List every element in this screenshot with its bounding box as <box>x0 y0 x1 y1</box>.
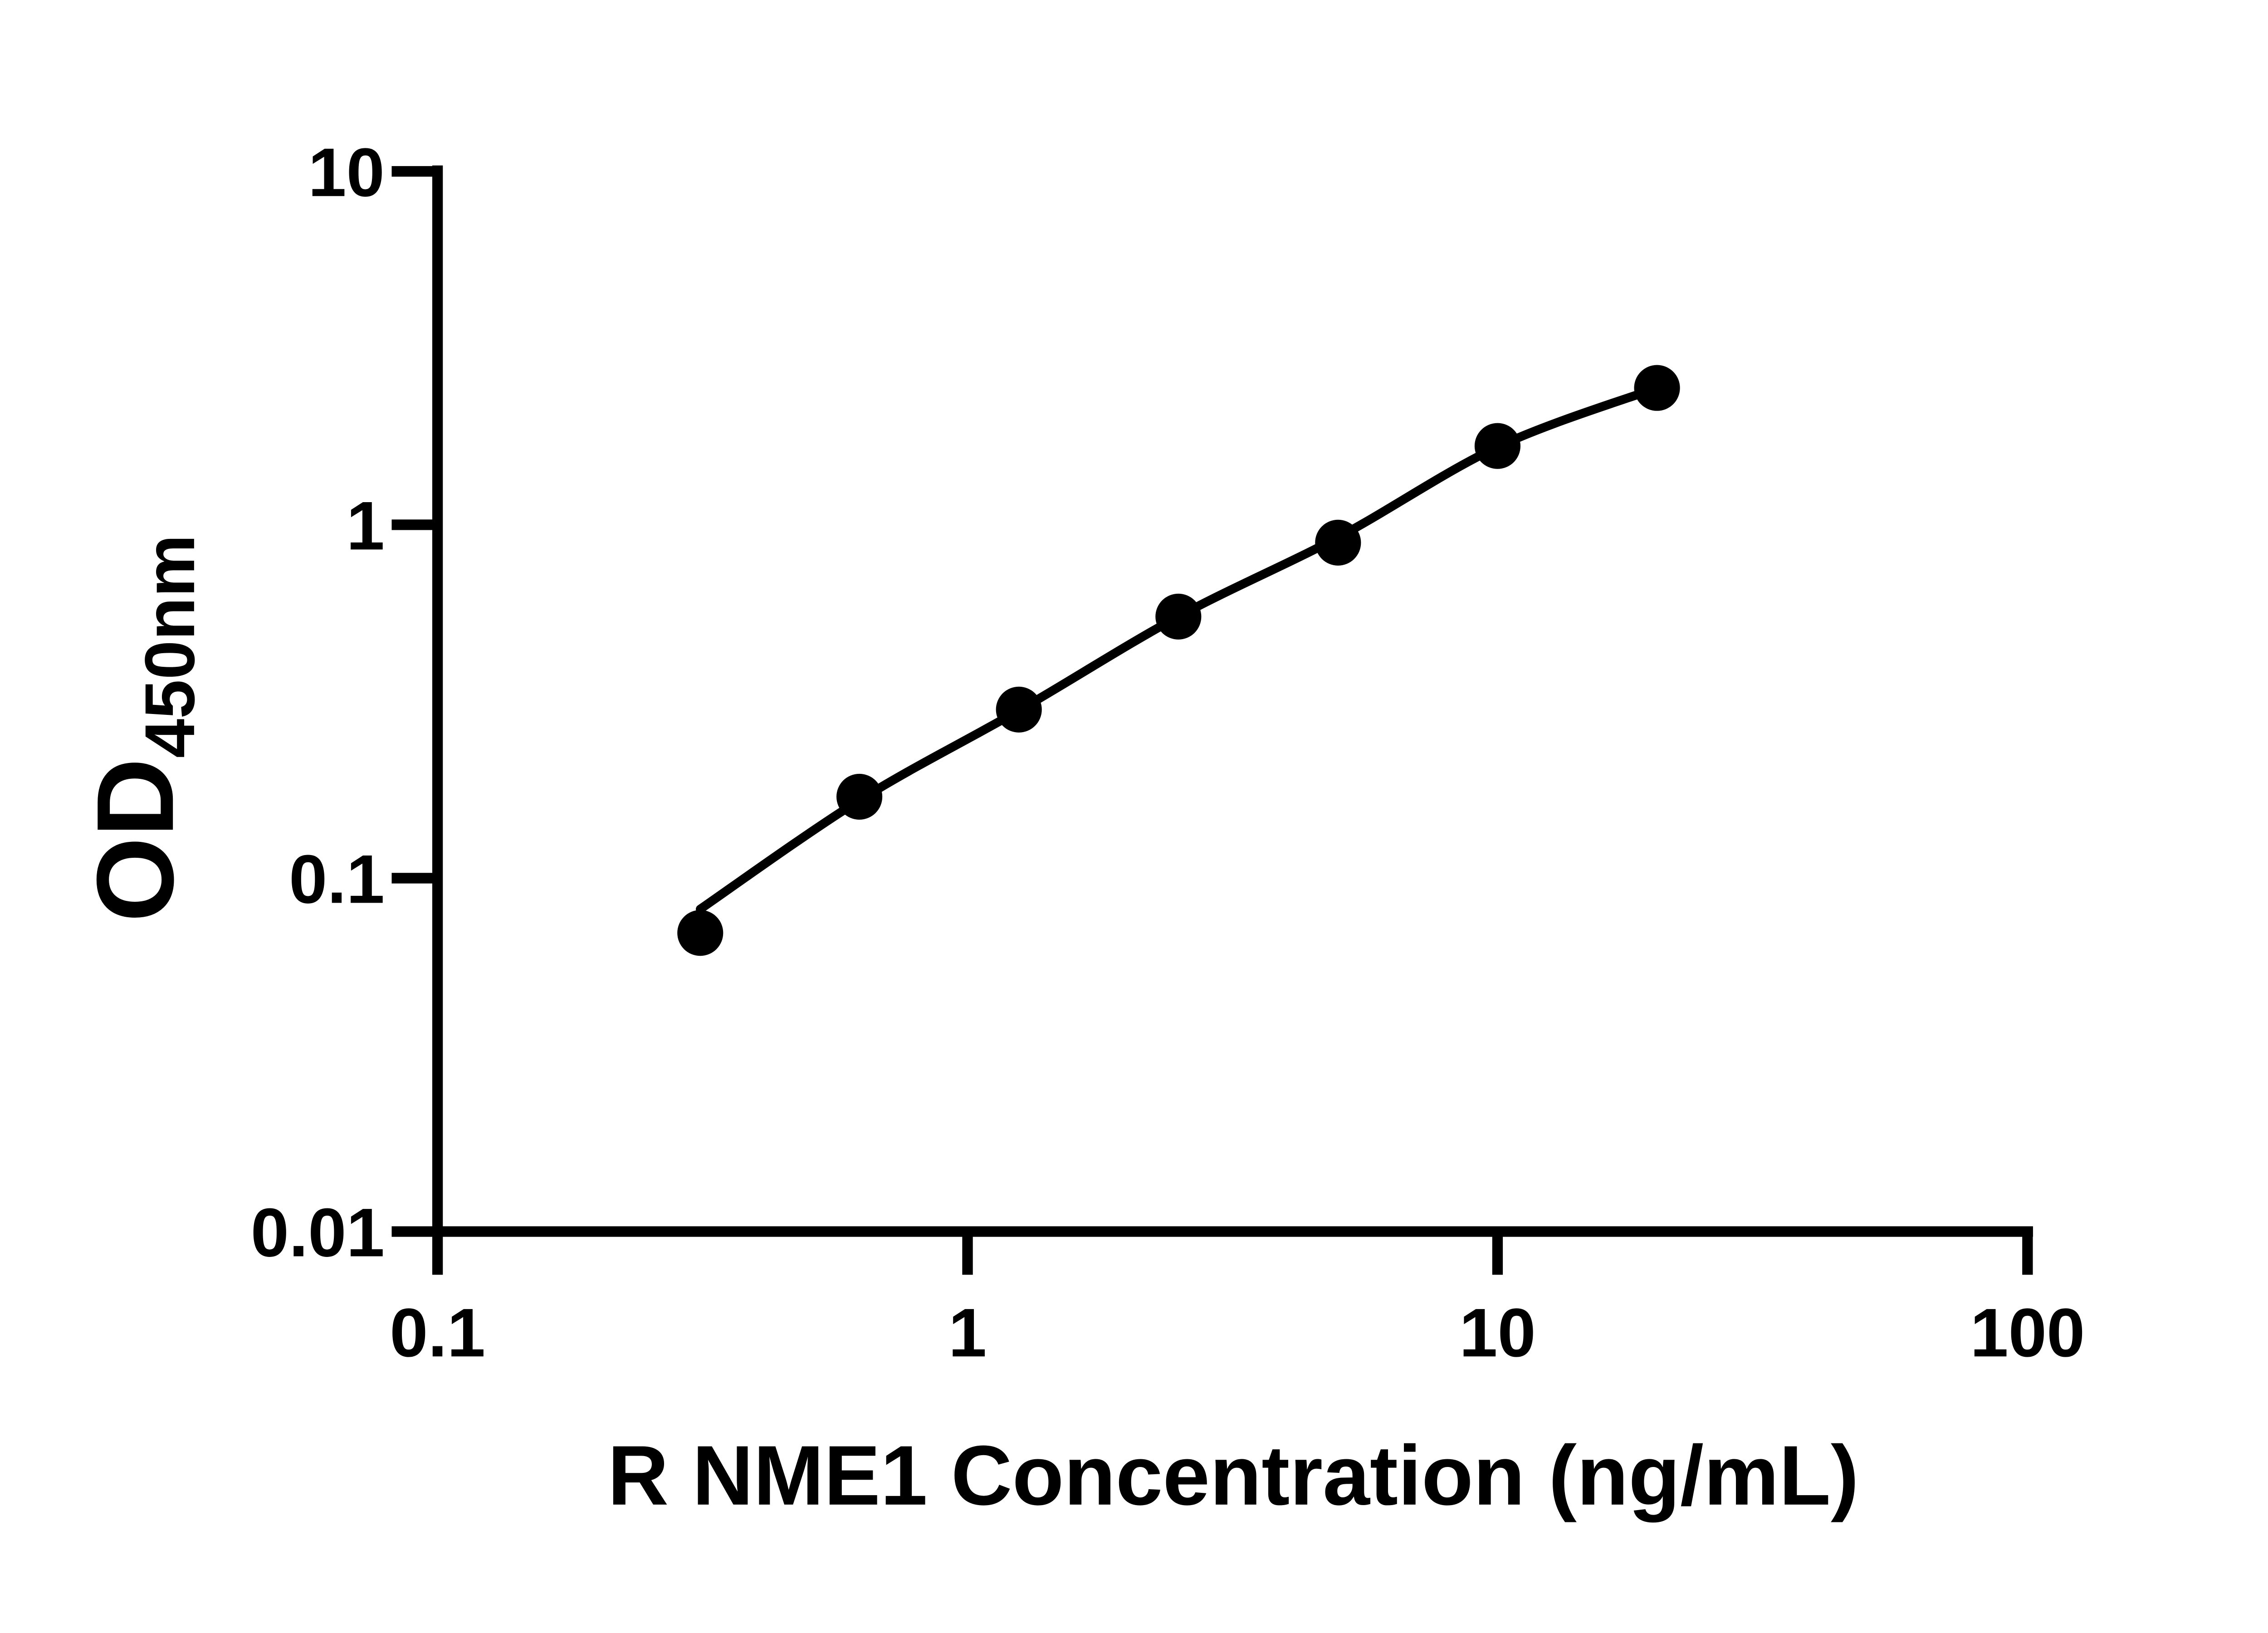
y-tick-labels: 10 1 0.1 0.01 <box>251 134 385 1271</box>
y-tick-label-1: 1 <box>347 488 385 564</box>
y-axis-title: OD450nm <box>74 534 209 922</box>
y-tick-label-3: 0.01 <box>251 1194 385 1271</box>
data-point <box>996 686 1042 733</box>
data-point <box>1315 519 1361 566</box>
x-tick-label-2: 10 <box>1459 1295 1536 1371</box>
x-tick-label-1: 1 <box>948 1295 987 1371</box>
data-point <box>1155 593 1202 640</box>
data-point <box>677 910 723 956</box>
data-point <box>1634 365 1680 411</box>
data-point <box>836 773 883 820</box>
data-points <box>677 365 1680 956</box>
y-axis-title-subscript: 450nm <box>130 534 209 758</box>
x-tick-label-0: 0.1 <box>390 1295 485 1371</box>
y-ticks <box>391 166 438 1237</box>
x-tick-label-3: 100 <box>1970 1295 2085 1371</box>
y-tick-label-0: 10 <box>308 134 385 211</box>
x-ticks <box>432 1232 2033 1275</box>
x-tick-labels: 0.1 1 10 100 <box>390 1295 2085 1371</box>
fit-curve <box>696 383 1662 914</box>
data-point <box>1474 423 1521 469</box>
y-tick-label-2: 0.1 <box>289 841 385 918</box>
y-axis-title-main: OD <box>74 758 196 922</box>
x-axis-title: R NME1 Concentration (ng/mL) <box>607 1428 1859 1523</box>
